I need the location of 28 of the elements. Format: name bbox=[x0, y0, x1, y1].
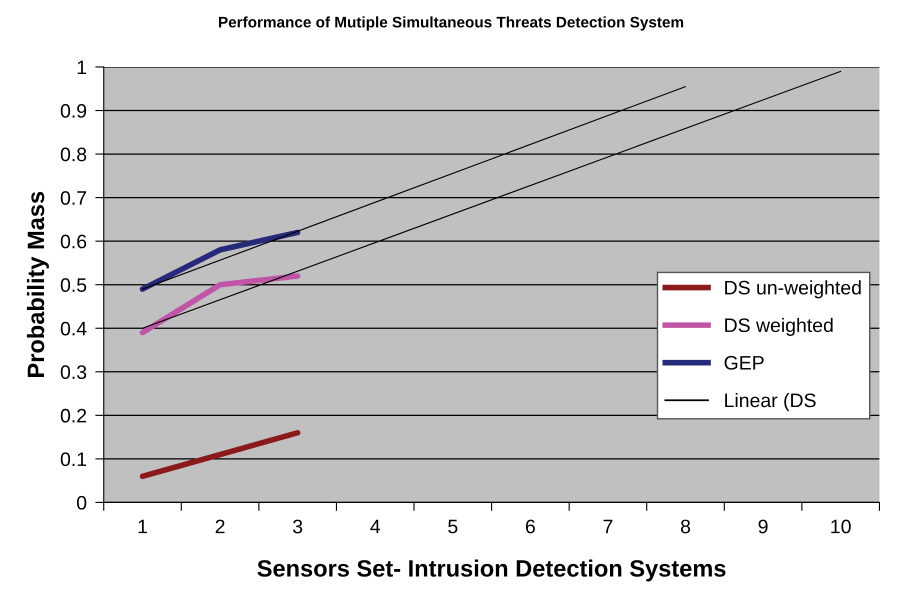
y-tick-label: 0.7 bbox=[60, 191, 86, 205]
legend-label: DS weighted bbox=[725, 318, 833, 336]
y-tick-label: 0.2 bbox=[60, 408, 86, 423]
y-tick-label: 0.4 bbox=[60, 322, 86, 336]
y-tick-label: 0.6 bbox=[60, 234, 86, 248]
x-tick-label: 8 bbox=[680, 520, 690, 534]
legend-label: Linear (DS bbox=[725, 392, 816, 412]
y-axis-title: Probability Mass bbox=[26, 192, 49, 377]
x-axis-title: Sensors Set- Intrusion Detection Systems bbox=[257, 559, 726, 582]
y-tick-label: 1 bbox=[78, 60, 86, 74]
y-tick-label: 0 bbox=[77, 496, 86, 510]
legend-label: DS un-weighted bbox=[725, 280, 861, 298]
y-tick-label: 0.1 bbox=[60, 452, 86, 466]
x-tick-label: 7 bbox=[604, 520, 612, 534]
x-tick-label: 4 bbox=[370, 520, 380, 534]
x-tick-label: 1 bbox=[138, 520, 147, 534]
x-tick-label: 3 bbox=[292, 520, 302, 534]
chart-title: Performance of Mutiple Simultaneous Threats Detection System bbox=[218, 16, 684, 31]
x-tick-label: 5 bbox=[448, 520, 458, 534]
x-tick-label: 10 bbox=[831, 520, 851, 534]
x-tick-label: 9 bbox=[758, 520, 768, 534]
y-tick-label: 0.8 bbox=[60, 148, 86, 162]
y-tick-label: 0.5 bbox=[60, 278, 86, 292]
y-tick-label: 0.9 bbox=[60, 104, 86, 118]
x-tick-label: 6 bbox=[526, 520, 535, 534]
x-tick-label: 2 bbox=[216, 520, 225, 534]
y-tick-label: 0.3 bbox=[60, 365, 86, 380]
legend-label: GEP bbox=[724, 356, 764, 370]
